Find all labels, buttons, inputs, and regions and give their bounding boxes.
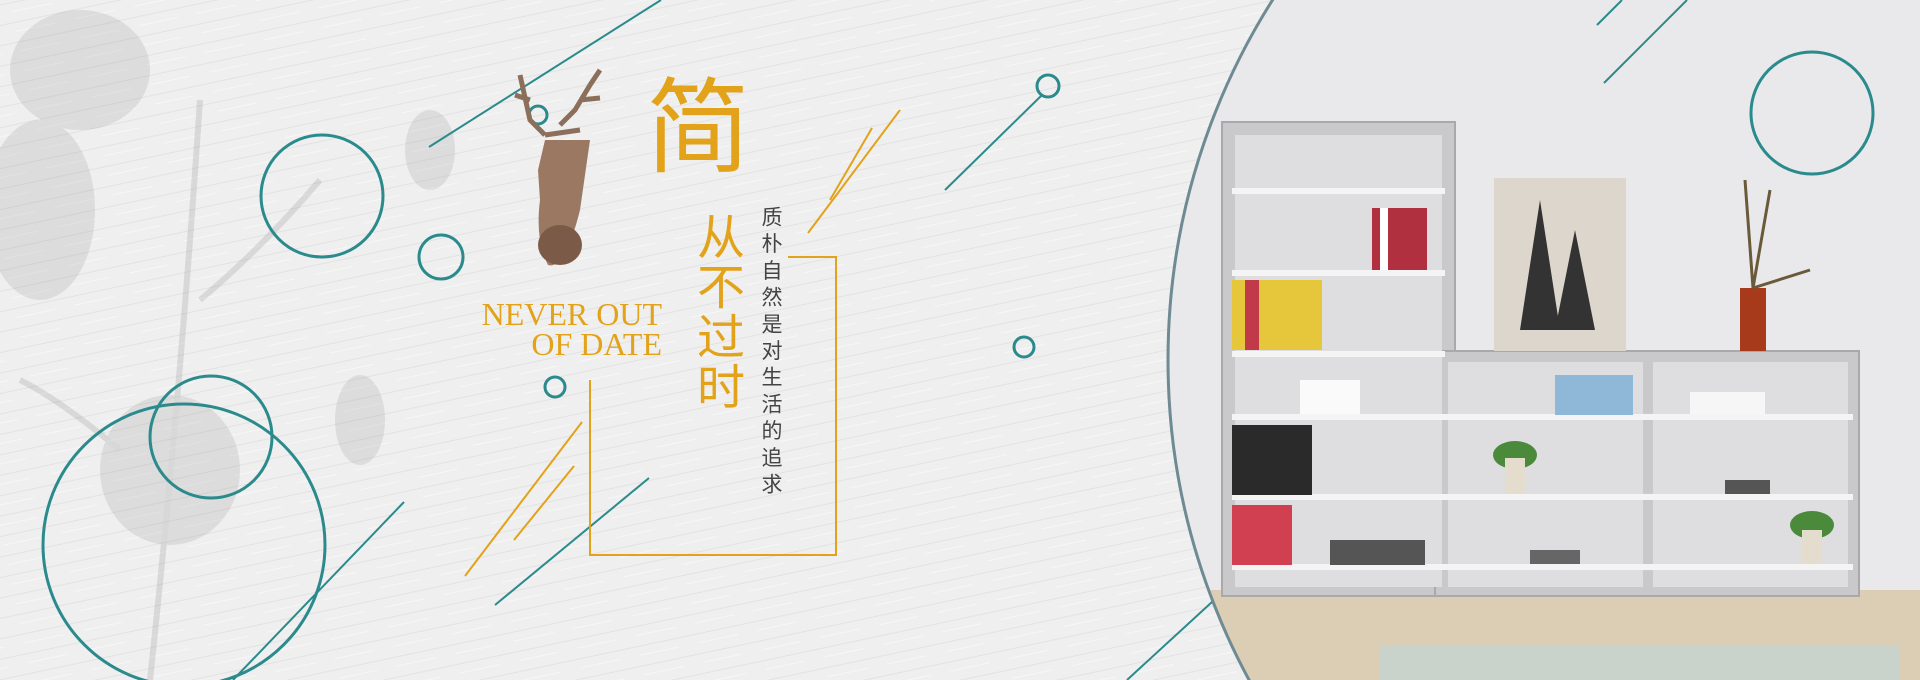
headline-vertical: 从不过时 [688, 212, 744, 412]
frame-circle [1166, 0, 1275, 680]
english-line: NEVER OUT [481, 296, 662, 332]
tagline: 质朴自然是对生活的追求 [759, 206, 783, 500]
deer-head [514, 68, 603, 266]
headline-char: 简 [646, 67, 751, 189]
english-line: OF DATE [531, 326, 662, 362]
room-scene [1168, 0, 1920, 680]
flower-decor [0, 10, 455, 680]
gold-decor [464, 109, 901, 577]
